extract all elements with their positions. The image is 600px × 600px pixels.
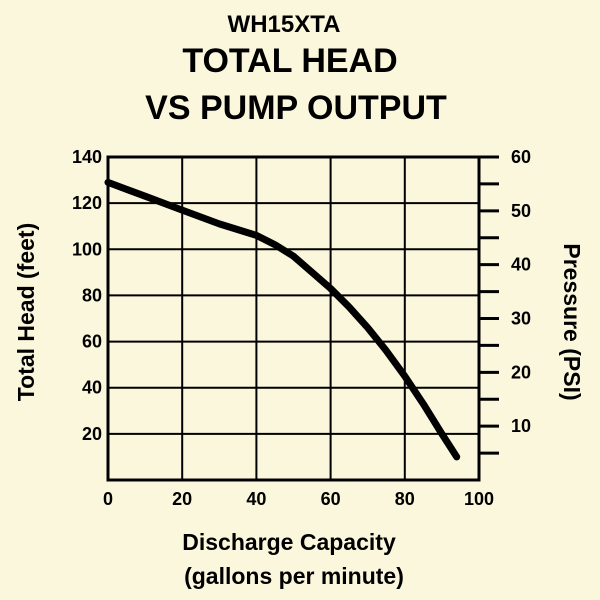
plot-frame (106, 155, 481, 482)
series-line-head-curve (104, 178, 461, 461)
y2-tick-label-40: 40 (511, 255, 531, 275)
x-tick-label-100: 100 (464, 489, 494, 509)
y-tick-label-20: 20 (82, 424, 102, 444)
x-tick-label-40: 40 (246, 489, 266, 509)
y-tick-label-80: 80 (82, 285, 102, 305)
x-axis-ticks: 0 20 40 60 80 100 (103, 489, 494, 509)
y-axis-label: Total Head (feet) (13, 223, 39, 401)
y-tick-label-60: 60 (82, 332, 102, 352)
y-tick-label-120: 120 (72, 193, 102, 213)
chart-title-line-1: TOTAL HEAD (182, 42, 397, 80)
y2-tick-label-50: 50 (511, 201, 531, 221)
right-axis-minor-ticks (479, 182, 499, 455)
x-tick-label-0: 0 (103, 489, 113, 509)
x-tick-label-80: 80 (395, 489, 415, 509)
y-tick-label-100: 100 (72, 239, 102, 259)
y2-tick-label-30: 30 (511, 309, 531, 329)
model-label: WH15XTA (228, 11, 341, 38)
y2-tick-label-60: 60 (511, 147, 531, 167)
y2-tick-label-20: 20 (511, 362, 531, 382)
y2-tick-label-10: 10 (511, 416, 531, 436)
x-tick-label-60: 60 (321, 489, 341, 509)
y-tick-label-40: 40 (82, 378, 102, 398)
chart-title-line-2: VS PUMP OUTPUT (145, 89, 447, 127)
x-axis-label-line-2: (gallons per minute) (184, 563, 404, 589)
x-tick-label-20: 20 (172, 489, 192, 509)
y-tick-label-140: 140 (72, 147, 102, 167)
y-axis-ticks: 20 40 60 80 100 120 140 (72, 147, 102, 444)
y2-axis-ticks: 10 20 30 40 50 60 (479, 147, 531, 436)
x-axis-label-line-1: Discharge Capacity (182, 529, 396, 555)
y2-axis-label: Pressure (PSI) (559, 243, 585, 400)
